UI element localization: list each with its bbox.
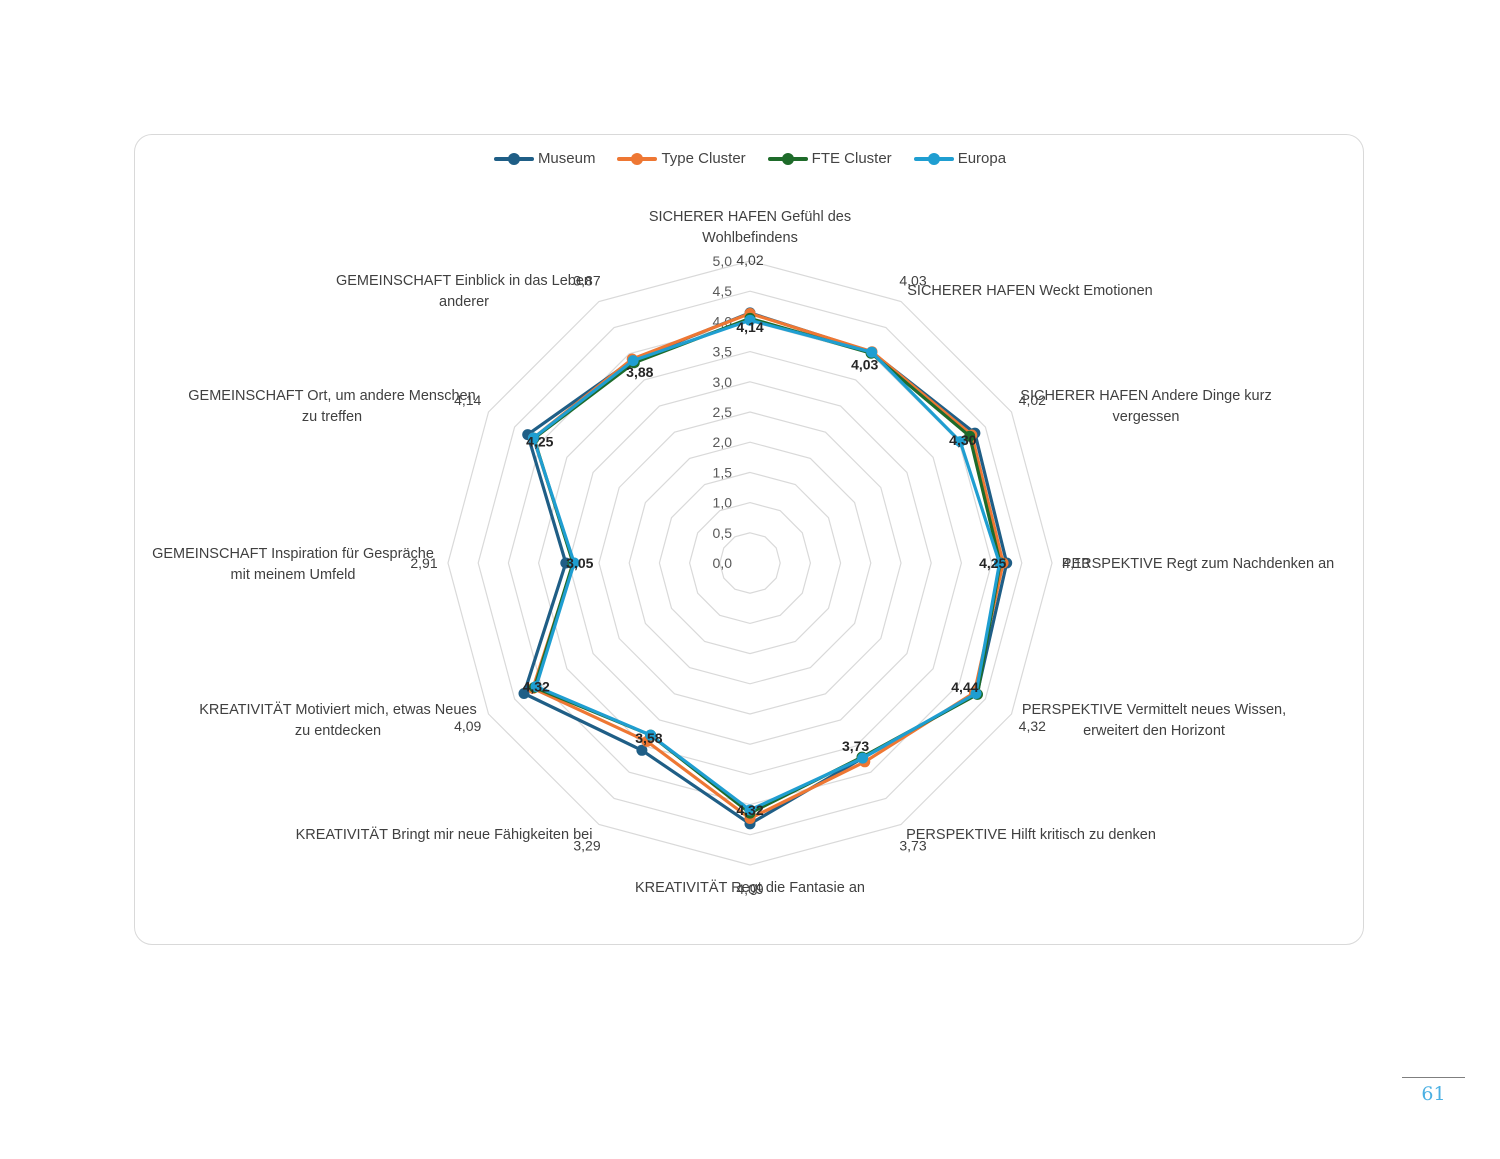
axis-label: mit meinem Umfeld <box>231 567 356 583</box>
grid-ring <box>568 381 932 745</box>
series-line <box>531 311 1005 821</box>
radial-tick-label: 5,0 <box>713 253 733 269</box>
legend-swatch-museum <box>493 152 534 165</box>
radial-tick-label: 1,0 <box>713 495 733 511</box>
data-label-europa: 4,13 <box>1062 555 1089 571</box>
legend-label-type-cluster: Type Cluster <box>661 150 746 167</box>
axis-label: KREATIVITÄT Regt die Fantasie an <box>635 879 865 896</box>
axis-label: vergessen <box>1113 409 1180 425</box>
radial-tick-label: 1,5 <box>713 464 733 480</box>
data-label-museum: 3,88 <box>626 364 653 380</box>
legend-item-europa: Europa <box>913 150 1007 167</box>
data-point <box>954 436 966 448</box>
grid-ring <box>537 350 963 776</box>
axis-label: SICHERER HAFEN Weckt Emotionen <box>907 283 1153 299</box>
data-label-museum: 4,44 <box>951 679 978 695</box>
data-label-europa: 3,29 <box>573 837 600 853</box>
axis-label: GEMEINSCHAFT Ort, um andere Menschen <box>188 388 475 404</box>
data-point <box>994 557 1005 569</box>
data-label-europa: 3,73 <box>899 837 926 853</box>
axis-label: PERSPEKTIVE Hilft kritisch zu denken <box>906 827 1156 843</box>
grid-ring <box>628 441 872 685</box>
data-label-museum: 3,73 <box>842 738 869 754</box>
axis-label: PERSPEKTIVE Regt zum Nachdenken an <box>1062 556 1334 572</box>
axis-label: erweitert den Horizont <box>1083 723 1225 739</box>
grid-ring <box>477 290 1023 836</box>
data-label-museum: 4,25 <box>979 555 1006 571</box>
data-label-europa: 4,02 <box>736 252 763 268</box>
axis-label: Wohlbefindens <box>702 230 798 246</box>
series-line <box>531 318 1002 812</box>
data-point <box>744 804 756 816</box>
grid-ring <box>598 411 902 715</box>
data-label-europa: 4,03 <box>899 273 926 289</box>
legend-label-europa: Europa <box>957 150 1007 167</box>
legend-item-museum: Museum <box>493 150 596 167</box>
data-point <box>866 346 878 358</box>
data-point <box>627 355 639 367</box>
data-label-europa: 4,02 <box>1019 392 1046 408</box>
data-point <box>970 688 982 699</box>
data-label-museum: 4,30 <box>949 432 976 448</box>
data-label-europa: 4,32 <box>1019 718 1046 734</box>
page-number: 61 <box>1421 1083 1446 1105</box>
data-label-museum: 3,05 <box>566 555 593 571</box>
data-label-europa: 2,91 <box>410 555 437 571</box>
axis-label: GEMEINSCHAFT Inspiration für Gespräche <box>152 546 434 562</box>
data-label-museum: 3,58 <box>635 730 662 746</box>
data-label-europa: 3,87 <box>573 273 600 289</box>
legend-label-museum: Museum <box>537 150 596 167</box>
data-point <box>527 432 539 444</box>
axis-label: zu entdecken <box>295 723 381 739</box>
chart-legend: Museum Type Cluster FTE Cluster Europa <box>0 150 1500 167</box>
radial-tick-label: 2,0 <box>713 434 733 450</box>
data-label-europa: 4,14 <box>454 392 481 408</box>
data-label-museum: 4,14 <box>736 319 763 335</box>
radial-tick-label: 0,0 <box>713 555 733 571</box>
axis-label: KREATIVITÄT Bringt mir neue Fähigkeiten … <box>296 826 593 843</box>
data-label-europa: 4,09 <box>454 718 481 734</box>
grid-ring <box>447 260 1053 866</box>
data-point <box>857 752 869 764</box>
data-label-europa: 4,09 <box>736 881 763 897</box>
data-point <box>636 744 648 756</box>
data-point <box>964 430 976 442</box>
radial-tick-label: 0,5 <box>713 525 733 541</box>
axis-label: anderer <box>439 294 489 310</box>
page-number-rule <box>1402 1077 1465 1078</box>
axis-label: GEMEINSCHAFT Einblick in das Leben <box>336 273 592 289</box>
data-point <box>645 729 657 741</box>
axis-label: SICHERER HAFEN Gefühl des <box>649 209 851 225</box>
data-point <box>530 681 542 692</box>
legend-label-fte-cluster: FTE Cluster <box>811 150 892 167</box>
axis-label: PERSPEKTIVE Vermittelt neues Wissen, <box>1022 702 1286 718</box>
data-label-museum: 4,03 <box>851 356 878 372</box>
axis-label: zu treffen <box>302 409 362 425</box>
radial-tick-label: 3,5 <box>713 344 733 360</box>
data-point <box>744 314 756 326</box>
radial-tick-label: 4,5 <box>713 283 733 299</box>
legend-item-type-cluster: Type Cluster <box>617 150 746 167</box>
data-label-museum: 4,25 <box>526 434 553 450</box>
data-label-museum: 4,32 <box>736 802 763 818</box>
radial-tick-label: 3,0 <box>713 374 733 390</box>
legend-swatch-europa <box>913 152 954 165</box>
grid-ring <box>658 471 842 655</box>
grid-ring <box>688 501 812 625</box>
data-label-museum: 4,32 <box>523 679 550 695</box>
legend-swatch-fte-cluster <box>767 152 808 165</box>
data-point <box>568 557 580 569</box>
legend-swatch-type-cluster <box>617 152 658 165</box>
axis-label: SICHERER HAFEN Andere Dinge kurz <box>1020 388 1271 404</box>
grid-ring <box>719 532 781 594</box>
radial-tick-label: 2,5 <box>713 404 733 420</box>
legend-item-fte-cluster: FTE Cluster <box>767 150 892 167</box>
axis-label: KREATIVITÄT Motiviert mich, etwas Neues <box>199 701 476 718</box>
data-point <box>518 688 530 699</box>
